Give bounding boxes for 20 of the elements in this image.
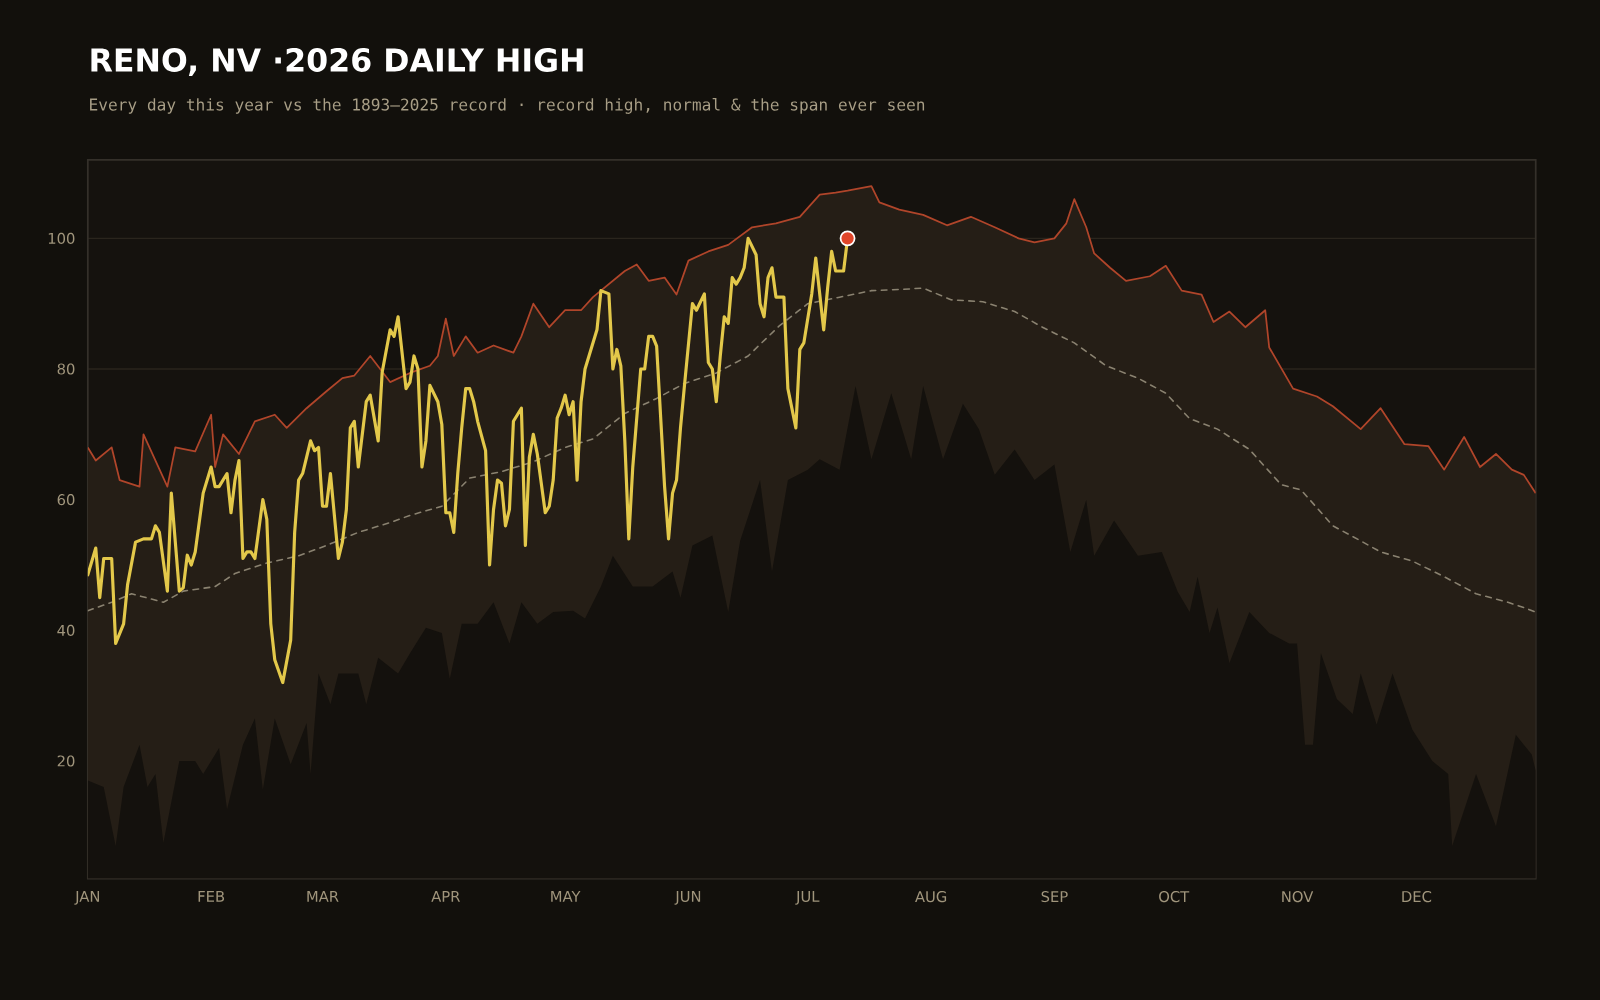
y-tick-label: 100 xyxy=(48,232,75,244)
x-tick-label: MAY xyxy=(551,891,581,902)
x-tick-label: MAR xyxy=(307,891,339,902)
x-tick-label: JAN xyxy=(74,891,99,905)
x-tick-label: OCT xyxy=(1159,890,1190,903)
y-tick-label: 40 xyxy=(57,624,75,636)
x-tick-label: FEB xyxy=(198,891,225,902)
x-tick-label: DEC xyxy=(1402,890,1432,903)
x-tick-label: AUG xyxy=(915,890,947,903)
y-tick-label: 80 xyxy=(57,363,75,375)
chart-title: RENO, NV ·2026 DAILY HIGH xyxy=(91,47,583,76)
x-tick-label: SEP xyxy=(1041,890,1068,903)
chart-subtitle: Every day this year vs the 1893–2025 record · record high, normal & the span ever seen xyxy=(90,98,925,114)
x-tick-label: JUL xyxy=(795,891,820,905)
x-tick-label: APR xyxy=(431,891,460,902)
y-tick-label: 20 xyxy=(57,755,75,767)
x-tick-label: NOV xyxy=(1282,890,1314,903)
y-tick-label: 60 xyxy=(57,494,75,506)
line-series xyxy=(87,287,1536,613)
x-tick-label: JUN xyxy=(674,891,701,905)
